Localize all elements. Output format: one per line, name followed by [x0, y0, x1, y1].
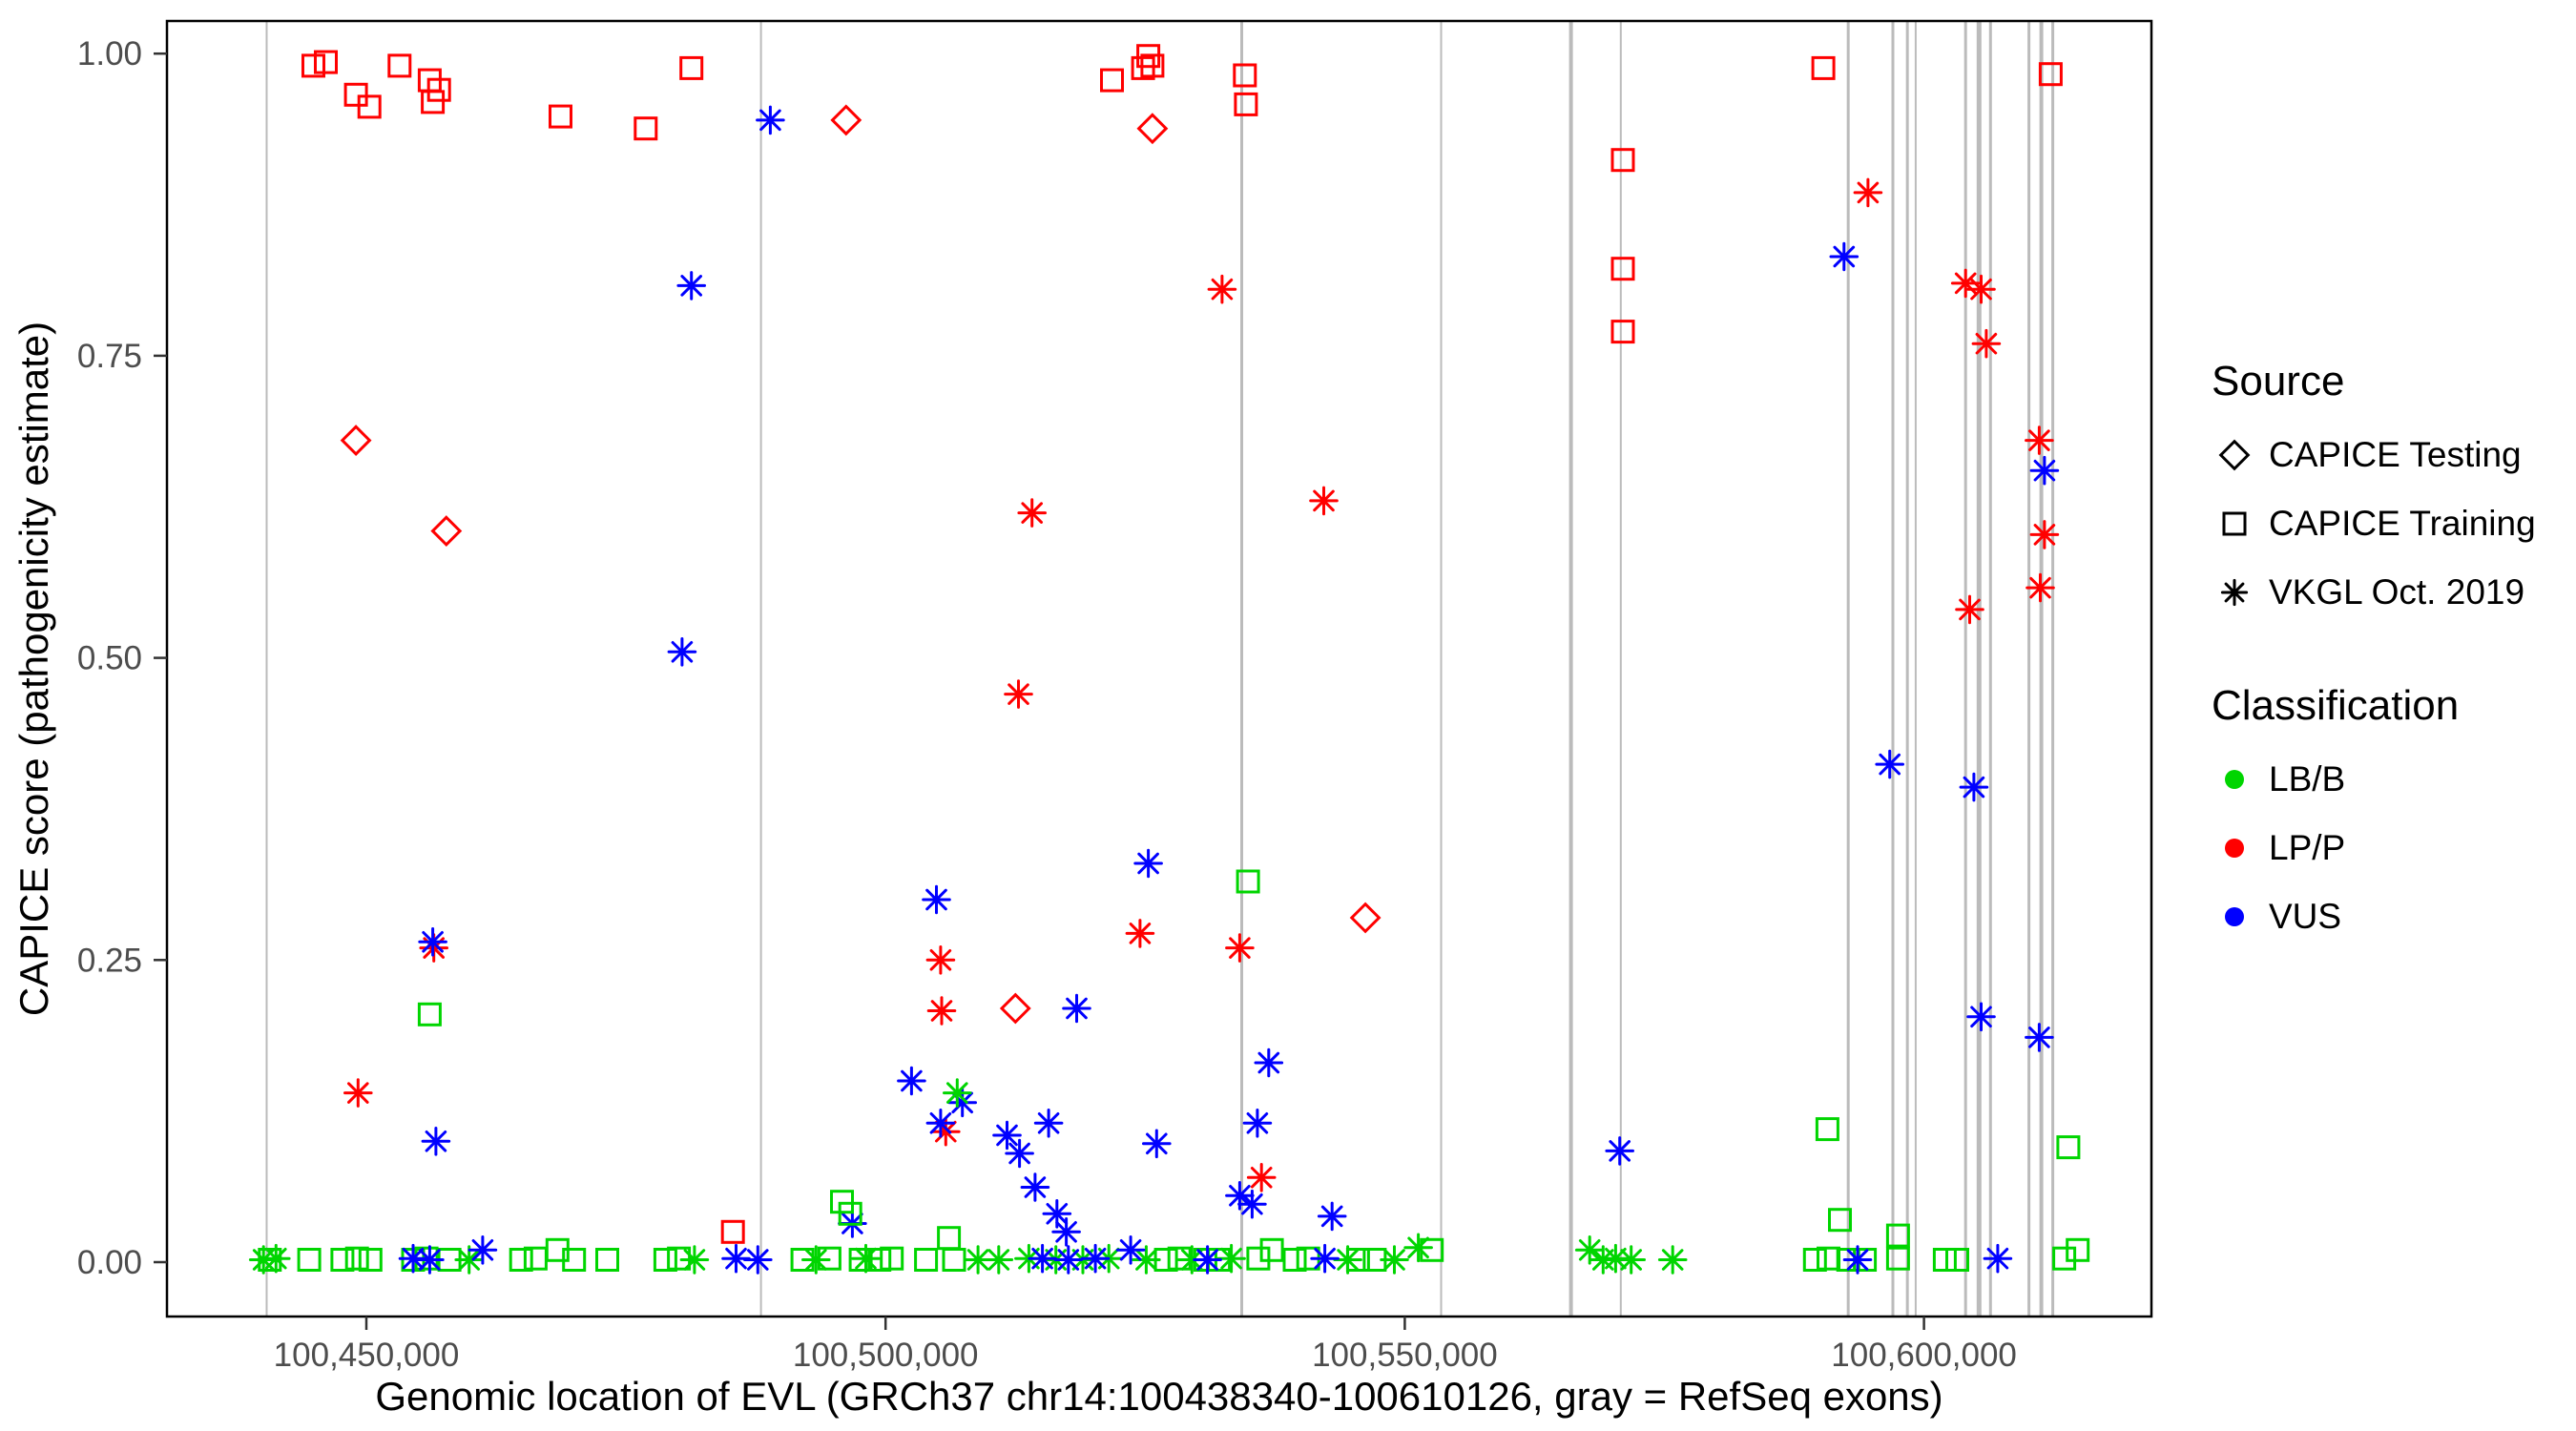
svg-text:100,450,000: 100,450,000	[274, 1337, 460, 1374]
legend-item-label: VKGL Oct. 2019	[2269, 572, 2525, 612]
legend-item-lbb: LB/B	[2212, 757, 2574, 802]
legend-item-lpp: LP/P	[2212, 825, 2574, 871]
legend-item-label: VUS	[2269, 897, 2342, 936]
green-dot-icon	[2225, 770, 2244, 789]
legend-item-capice-training: CAPICE Training	[2212, 501, 2574, 547]
legend-classification-block: Classification LB/B LP/P VUS	[2212, 682, 2574, 940]
legend-item-vkgl: VKGL Oct. 2019	[2212, 570, 2574, 615]
svg-text:100,550,000: 100,550,000	[1312, 1337, 1498, 1374]
svg-text:100,500,000: 100,500,000	[793, 1337, 979, 1374]
blue-dot-icon	[2225, 907, 2244, 926]
svg-text:100,600,000: 100,600,000	[1831, 1337, 2017, 1374]
y-axis-title: CAPICE score (pathogenicity estimate)	[11, 321, 56, 1017]
legend-source-title: Source	[2212, 358, 2345, 404]
x-axis-title: Genomic location of EVL (GRCh37 chr14:10…	[375, 1374, 1943, 1419]
legend: Source CAPICE Testing CAPICE Training VK…	[2212, 358, 2574, 963]
svg-text:0.75: 0.75	[77, 338, 142, 375]
legend-item-label: LB/B	[2269, 759, 2346, 798]
legend-item-label: LP/P	[2269, 828, 2346, 867]
red-dot-icon	[2225, 839, 2244, 858]
legend-item-label: CAPICE Testing	[2269, 435, 2522, 474]
legend-source-block: Source CAPICE Testing CAPICE Training VK…	[2212, 358, 2574, 615]
legend-item-vus: VUS	[2212, 894, 2574, 940]
legend-item-label: CAPICE Training	[2269, 504, 2536, 543]
square-icon	[2222, 511, 2247, 536]
legend-classification-title: Classification	[2212, 682, 2460, 729]
diamond-icon	[2218, 439, 2251, 471]
svg-text:0.25: 0.25	[77, 942, 142, 979]
legend-item-capice-testing: CAPICE Testing	[2212, 432, 2574, 478]
asterisk-icon	[2220, 578, 2249, 607]
svg-text:0.50: 0.50	[77, 640, 142, 677]
svg-text:1.00: 1.00	[77, 35, 142, 73]
svg-text:0.00: 0.00	[77, 1244, 142, 1281]
